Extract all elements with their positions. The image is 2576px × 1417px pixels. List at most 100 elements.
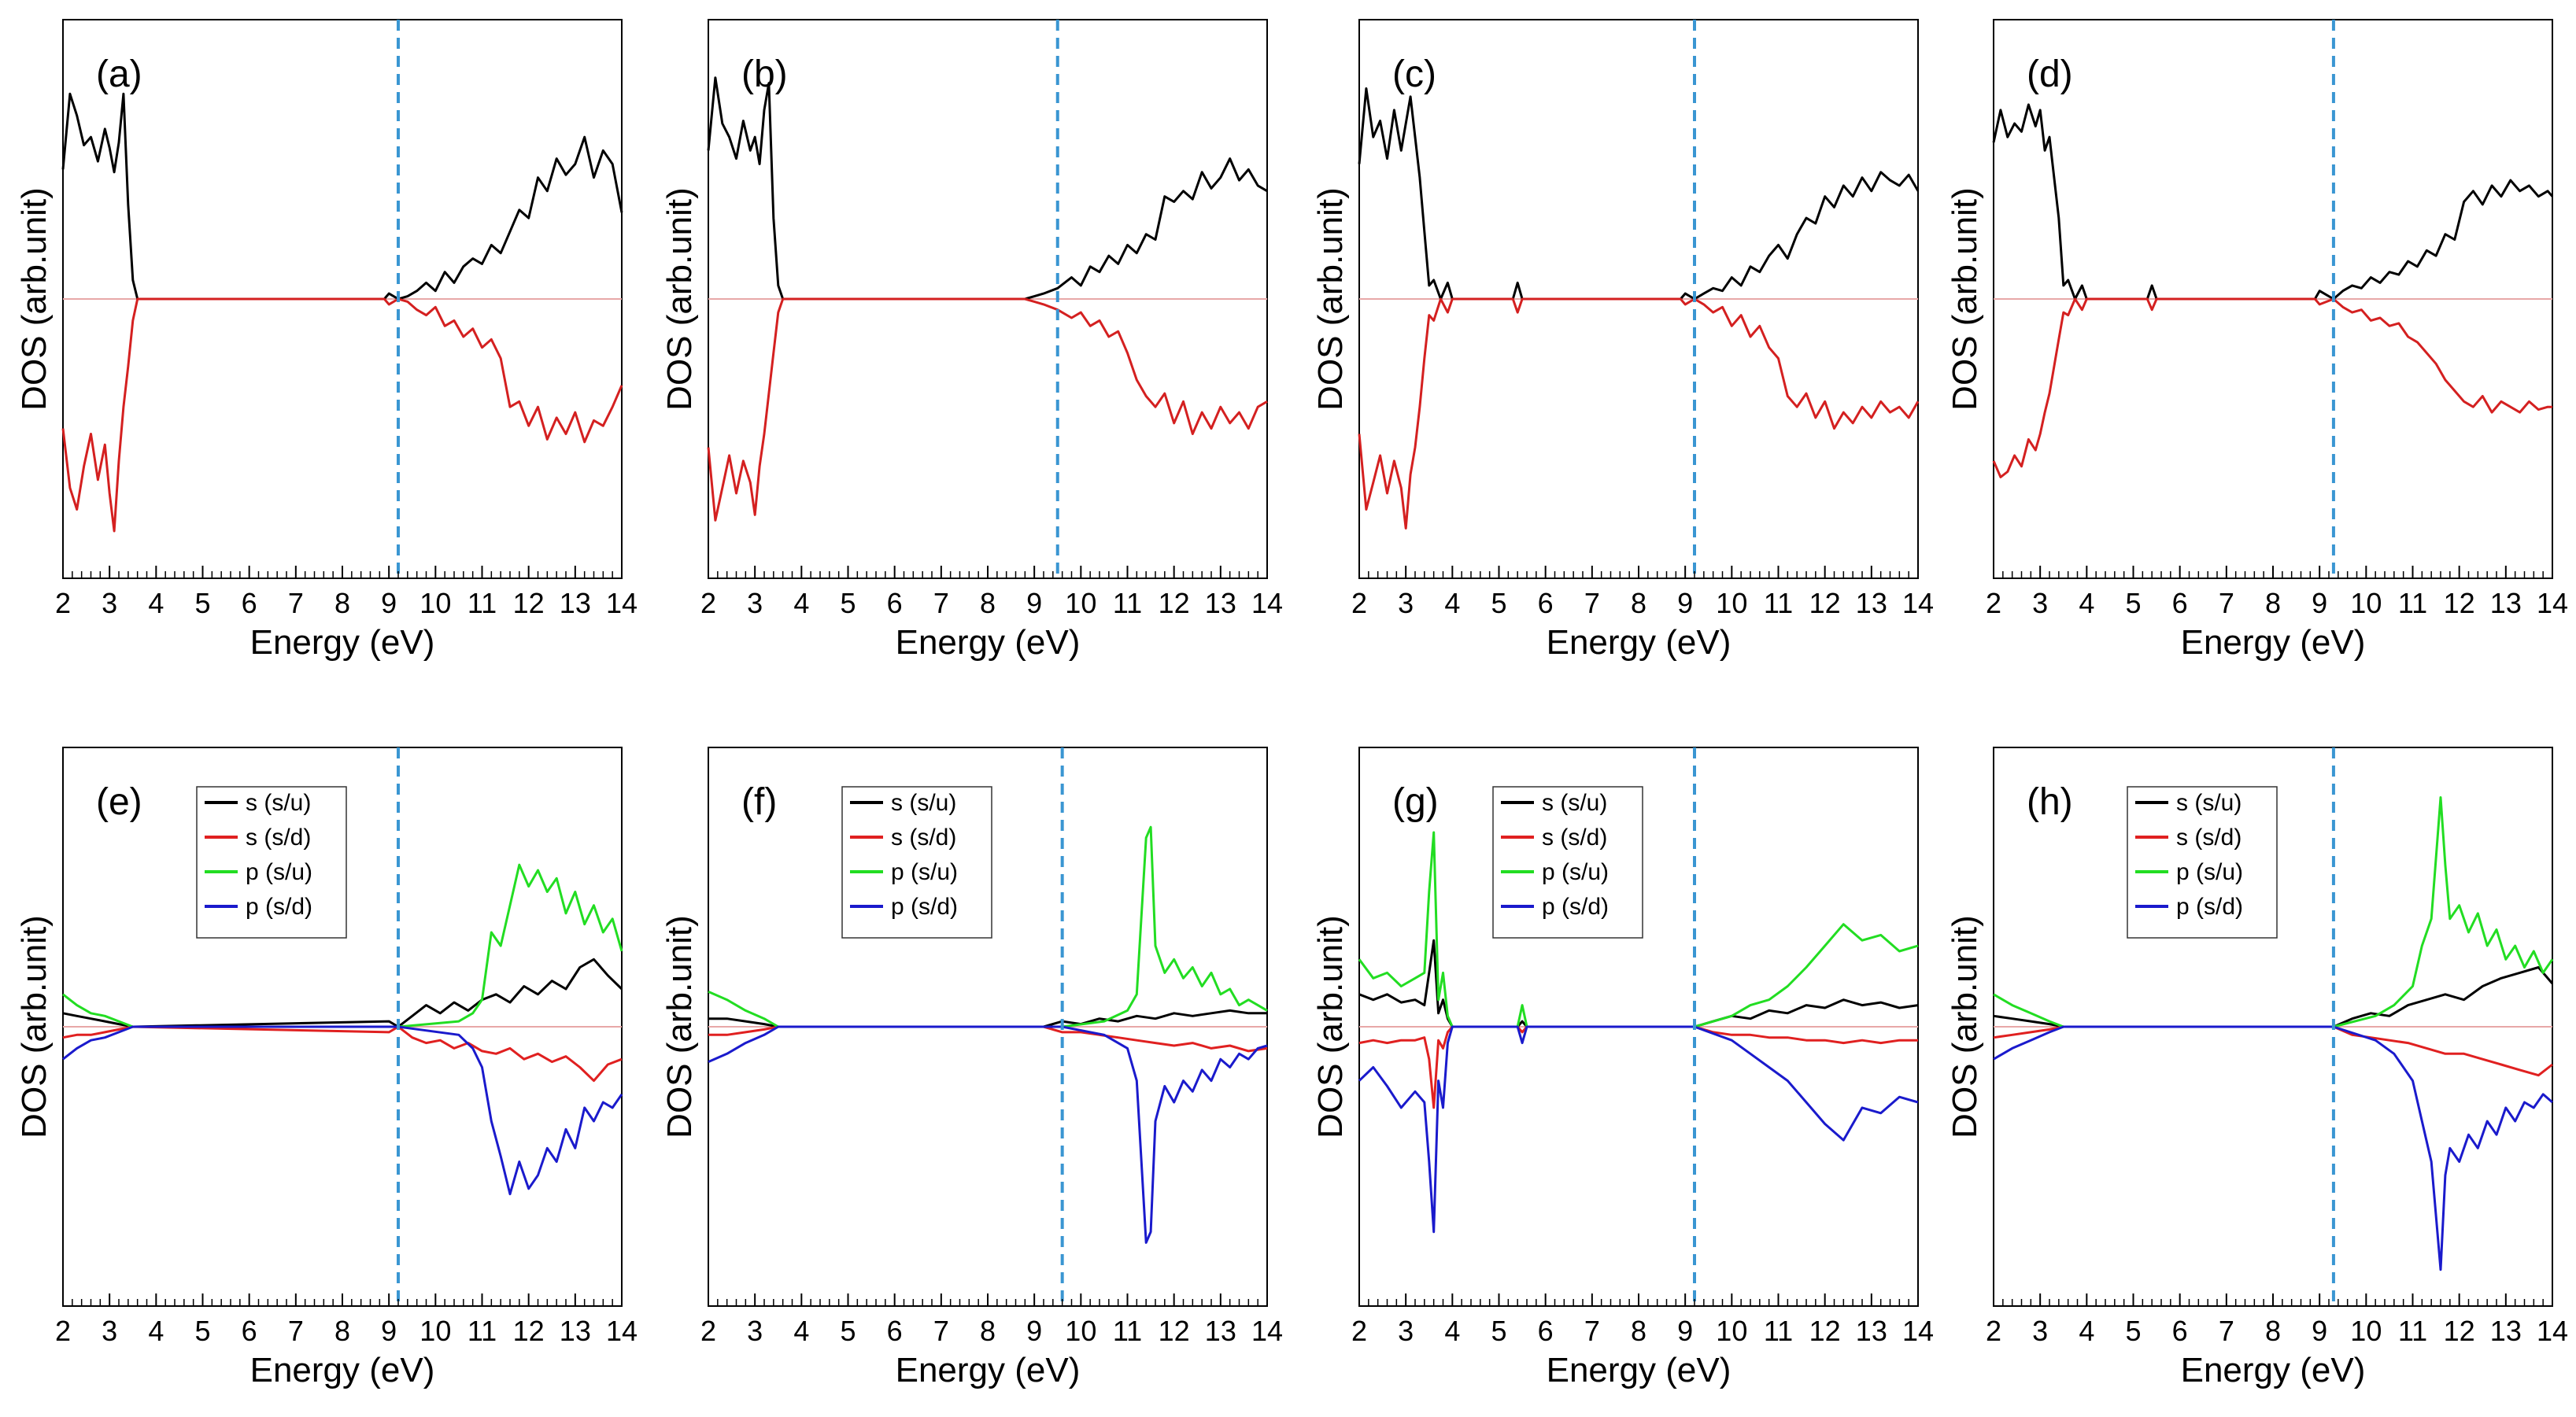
x-tick-label: 10 [1716, 1315, 1747, 1347]
series-p-s-u [708, 825, 1268, 1028]
x-tick-label: 6 [242, 587, 257, 619]
y-axis-label: DOS (arb.unit) [1311, 187, 1350, 411]
x-tick-label: 3 [1398, 1315, 1414, 1347]
x-tick-label: 2 [700, 587, 716, 619]
x-tick-label: 8 [2265, 1315, 2281, 1347]
x-tick-label: 6 [887, 1315, 903, 1347]
y-axis-label: DOS (arb.unit) [660, 187, 699, 411]
x-tick-label: 4 [148, 587, 164, 619]
x-tick-label: 2 [1351, 1315, 1367, 1347]
x-tick-label: 12 [1809, 1315, 1841, 1347]
x-tick-label: 2 [55, 587, 71, 619]
x-tick-label: 8 [980, 587, 996, 619]
series-p-s-d [708, 1025, 1268, 1244]
series-s-s-u [1993, 966, 2554, 1028]
legend-entry: s (s/d) [1542, 825, 1607, 851]
x-tick-label: 2 [1351, 587, 1367, 619]
x-tick-label: 13 [1856, 1315, 1887, 1347]
x-axis-label: Energy (eV) [1547, 1351, 1732, 1389]
panel-label: (b) [741, 54, 788, 95]
y-axis-label: DOS (arb.unit) [1946, 187, 1984, 411]
x-tick-label: 12 [2444, 1315, 2475, 1347]
x-tick-label: 9 [1026, 587, 1042, 619]
x-tick-label: 9 [2312, 1315, 2327, 1347]
panel-b: 2 3 4 5 6 7 8 9 10 11 12 13 14 Energy (eV) DOS (arb.un… [660, 19, 1283, 662]
x-tick-label: 2 [1986, 587, 2001, 619]
x-axis-label: Energy (eV) [896, 1351, 1081, 1389]
series-s-s-d [1993, 1025, 2553, 1077]
x-tick-label: 10 [419, 587, 451, 619]
legend: s (s/u) s (s/d) p (s/u) p (s/d) [196, 786, 347, 939]
x-tick-label: 12 [1159, 1315, 1190, 1347]
x-tick-label: 8 [334, 1315, 350, 1347]
legend-entry: p (s/u) [891, 859, 958, 885]
x-tick-label: 5 [1491, 1315, 1506, 1347]
panel-c: 2 3 4 5 6 7 8 9 10 11 12 13 14 Energy (eV) DOS (arb.un… [1311, 19, 1934, 662]
series-total-s-u [1992, 103, 2554, 301]
series-p-s-d [1993, 1025, 2553, 1271]
legend: s (s/u) s (s/d) p (s/u) p (s/d) [841, 786, 992, 939]
legend-box [841, 786, 992, 939]
series-total-s-d [707, 297, 1268, 522]
x-tick-label: 4 [1444, 587, 1460, 619]
x-tick-label: 13 [1205, 587, 1236, 619]
x-tick-label: 5 [194, 1315, 210, 1347]
x-axis-label: Energy (eV) [250, 1351, 435, 1389]
x-tick-label: 8 [980, 1315, 996, 1347]
x-tick-label: 12 [1809, 587, 1841, 619]
series-s-s-u [708, 1009, 1267, 1028]
series-total-s-u [1358, 87, 1920, 301]
y-axis-label: DOS (arb.unit) [1946, 915, 1984, 1138]
series-s-s-d [1358, 1025, 1918, 1109]
legend-entry: p (s/d) [246, 894, 312, 920]
series-s-s-u [62, 958, 623, 1028]
y-axis-label: DOS (arb.unit) [15, 915, 54, 1138]
series-total-s-u [61, 92, 623, 301]
x-tick-label: 3 [1398, 587, 1414, 619]
legend-entry: s (s/u) [246, 790, 311, 816]
x-tick-label: 7 [2219, 1315, 2234, 1347]
x-tick-label: 4 [1444, 1315, 1460, 1347]
panel-label: (e) [96, 781, 142, 823]
x-tick-label: 9 [381, 1315, 397, 1347]
panel-g: 2 3 4 5 6 7 8 9 10 11 12 13 14 Energy (eV) DOS (arb.un… [1311, 747, 1934, 1389]
x-tick-label: 2 [55, 1315, 71, 1347]
x-tick-label: 10 [1716, 587, 1747, 619]
x-tick-label: 8 [1631, 1315, 1646, 1347]
x-tick-label: 4 [793, 587, 809, 619]
legend-box [1492, 786, 1643, 939]
x-tick-label: 2 [1986, 1315, 2001, 1347]
x-tick-label: 13 [560, 587, 591, 619]
x-tick-label: 3 [2032, 1315, 2048, 1347]
x-axis-label: Energy (eV) [896, 623, 1081, 662]
x-tick-label: 11 [2398, 1315, 2427, 1347]
x-tick-label: 6 [242, 1315, 257, 1347]
x-tick-label: 12 [2444, 587, 2475, 619]
x-tick-label: 9 [1677, 587, 1693, 619]
x-tick-label: 4 [2079, 587, 2094, 619]
x-tick-label: 11 [1113, 1315, 1142, 1347]
x-tick-label: 6 [1538, 587, 1554, 619]
x-tick-label: 6 [1538, 1315, 1554, 1347]
y-axis-label: DOS (arb.unit) [660, 915, 699, 1138]
legend-entry: p (s/u) [2176, 859, 2243, 885]
x-tick-label: 6 [2172, 587, 2188, 619]
legend-entry: p (s/u) [246, 859, 312, 885]
legend: s (s/u) s (s/d) p (s/u) p (s/d) [1492, 786, 1643, 939]
x-tick-label: 10 [2350, 587, 2382, 619]
x-tick-label: 5 [1491, 587, 1506, 619]
legend: s (s/u) s (s/d) p (s/u) p (s/d) [2127, 786, 2278, 939]
x-tick-label: 10 [419, 1315, 451, 1347]
legend-entry: s (s/d) [2176, 825, 2242, 851]
legend-entry: s (s/d) [246, 825, 311, 851]
x-tick-label: 5 [2125, 587, 2141, 619]
x-tick-label: 7 [2219, 587, 2234, 619]
x-tick-label: 11 [468, 587, 497, 619]
legend-entry: s (s/u) [1542, 790, 1607, 816]
x-tick-label: 6 [887, 587, 903, 619]
x-tick-label: 12 [513, 587, 545, 619]
x-axis-label: Energy (eV) [2181, 1351, 2366, 1389]
x-tick-label: 9 [381, 587, 397, 619]
x-tick-label: 12 [513, 1315, 545, 1347]
